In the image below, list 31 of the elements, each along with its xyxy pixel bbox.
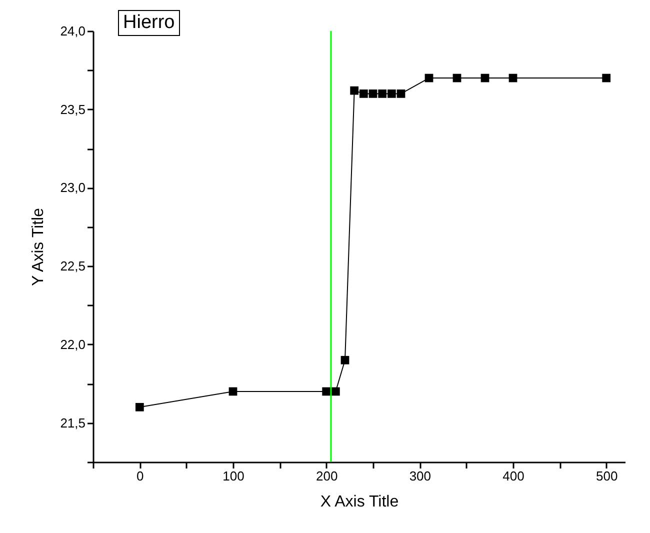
point — [508, 74, 518, 82]
point — [452, 74, 462, 82]
point — [378, 90, 387, 98]
y-tick-label: 22,0 — [60, 336, 86, 352]
point — [331, 387, 340, 396]
point — [480, 74, 490, 82]
point — [135, 402, 144, 412]
point — [350, 86, 359, 95]
x-tick-label: 0 — [136, 468, 144, 484]
y-tick-label: 23,5 — [60, 102, 86, 117]
point — [228, 387, 238, 396]
point — [602, 74, 611, 82]
point — [424, 74, 434, 82]
point — [359, 90, 368, 98]
y-tick-label: 21,5 — [60, 415, 86, 430]
x-tick-label: 100 — [222, 468, 244, 484]
point — [340, 356, 350, 364]
x-tick-label: 300 — [409, 468, 432, 484]
point — [322, 387, 331, 396]
y-tick-label: 24,0 — [60, 24, 86, 38]
y-axis-title: Y Axis Title — [30, 208, 48, 286]
point — [368, 90, 378, 98]
chart-title: Hierro — [118, 10, 180, 36]
point — [396, 90, 406, 98]
x-tick-label: 400 — [502, 468, 524, 484]
x-tick-label: 200 — [316, 468, 338, 484]
x-axis-title: X Axis Title — [320, 494, 399, 510]
y-tick-label: 23,0 — [60, 180, 86, 196]
point — [387, 90, 396, 98]
x-tick-label: 500 — [596, 468, 618, 484]
y-tick-label: 22,5 — [60, 258, 86, 274]
